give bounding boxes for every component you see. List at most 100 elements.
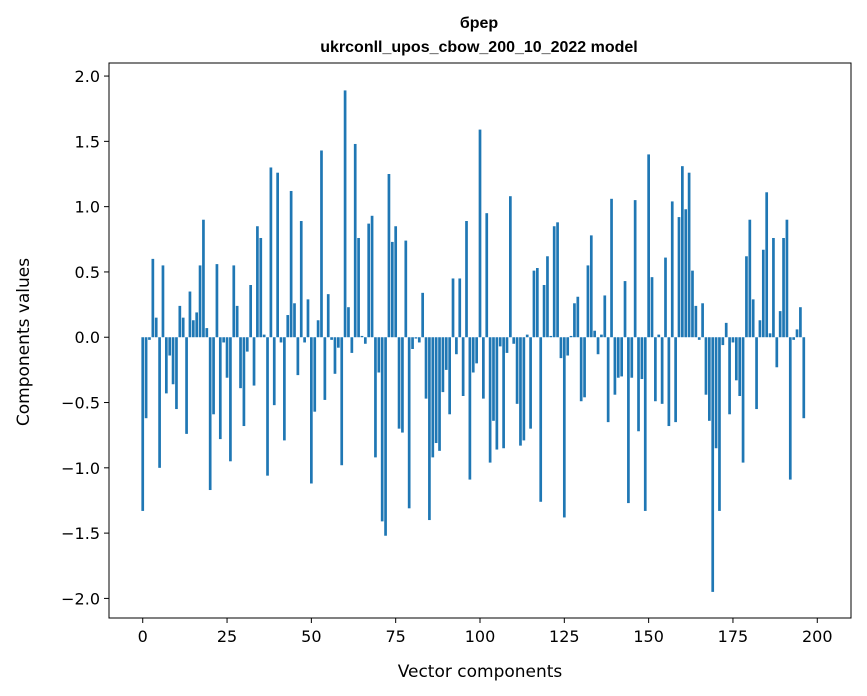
bar [482, 337, 485, 399]
x-axis-ticks: 0 25 50 75 100 125 150 175 200 [138, 618, 833, 646]
bar [637, 337, 640, 432]
bar [761, 249, 765, 338]
y-tick-label: 2.0 [75, 67, 100, 86]
bar [630, 337, 634, 378]
bar [154, 317, 158, 338]
bar [546, 256, 549, 338]
bar [596, 337, 600, 355]
bar [468, 337, 472, 480]
bar [768, 333, 772, 338]
bar [704, 337, 708, 395]
x-tick-label: 200 [802, 627, 833, 646]
bar [175, 337, 178, 410]
bar [343, 90, 347, 338]
bar [549, 335, 553, 338]
bar [242, 337, 246, 427]
bar [276, 172, 279, 338]
bar [350, 337, 354, 353]
y-tick-label: −2.0 [61, 589, 100, 608]
bar [785, 219, 789, 338]
bar [158, 337, 161, 468]
bar [451, 278, 455, 338]
bar [751, 299, 755, 338]
bar [417, 337, 421, 343]
bar [424, 337, 428, 399]
bar [724, 322, 728, 338]
bar [448, 337, 451, 415]
bar [714, 337, 718, 449]
bar [654, 337, 657, 402]
bar [347, 307, 350, 338]
bar [266, 337, 269, 476]
bar [583, 337, 586, 398]
bar [728, 337, 731, 415]
y-tick-label: 1.0 [75, 198, 100, 217]
bar [556, 222, 559, 338]
bar [340, 337, 344, 466]
bar [259, 237, 263, 338]
y-tick-label: −0.5 [61, 394, 100, 413]
bar [708, 337, 711, 421]
bar [758, 320, 762, 338]
bar [711, 337, 715, 592]
bar [296, 337, 300, 376]
bar [573, 303, 576, 338]
bar [215, 264, 219, 338]
bar [795, 329, 799, 338]
bar [650, 277, 654, 338]
bar [566, 337, 570, 356]
bar [441, 337, 445, 393]
bar [623, 281, 627, 338]
bar [461, 337, 465, 396]
bar [269, 167, 273, 338]
y-tick-label: −1.5 [61, 524, 100, 543]
bar [245, 337, 249, 352]
bar [455, 337, 458, 355]
bar [586, 265, 590, 338]
bar [293, 303, 296, 338]
chart-title: бреp [460, 15, 499, 32]
bar [390, 241, 394, 338]
bar [148, 337, 151, 340]
x-tick-label: 100 [465, 627, 496, 646]
bar [691, 270, 694, 338]
bar [303, 337, 306, 343]
bar [458, 278, 462, 338]
bar [539, 337, 543, 502]
bar [198, 265, 202, 338]
bar [802, 337, 806, 419]
bar [535, 268, 539, 338]
bar [465, 221, 468, 338]
bar [164, 337, 168, 394]
bar [657, 334, 661, 338]
y-tick-label: −1.0 [61, 459, 100, 478]
bar [562, 337, 566, 518]
bar [613, 337, 617, 395]
bar [519, 337, 522, 446]
bar [181, 317, 185, 338]
bar [178, 305, 182, 338]
bar [775, 337, 779, 368]
x-tick-label: 125 [549, 627, 580, 646]
bar [765, 192, 769, 338]
bar [195, 312, 199, 338]
bar [498, 337, 502, 347]
bar [377, 337, 381, 373]
bar [606, 337, 610, 423]
bar [620, 337, 624, 377]
bar [610, 198, 613, 338]
bar [799, 307, 802, 338]
y-tick-label: 0.5 [75, 263, 100, 282]
x-tick-label: 25 [217, 627, 237, 646]
bar [505, 337, 509, 353]
bar [337, 337, 340, 348]
bar [431, 337, 435, 458]
bar [168, 337, 172, 356]
bar [428, 337, 431, 521]
bar [249, 285, 253, 338]
bar [670, 201, 674, 338]
bar [485, 213, 489, 338]
bar [380, 337, 384, 522]
bar [323, 337, 327, 400]
